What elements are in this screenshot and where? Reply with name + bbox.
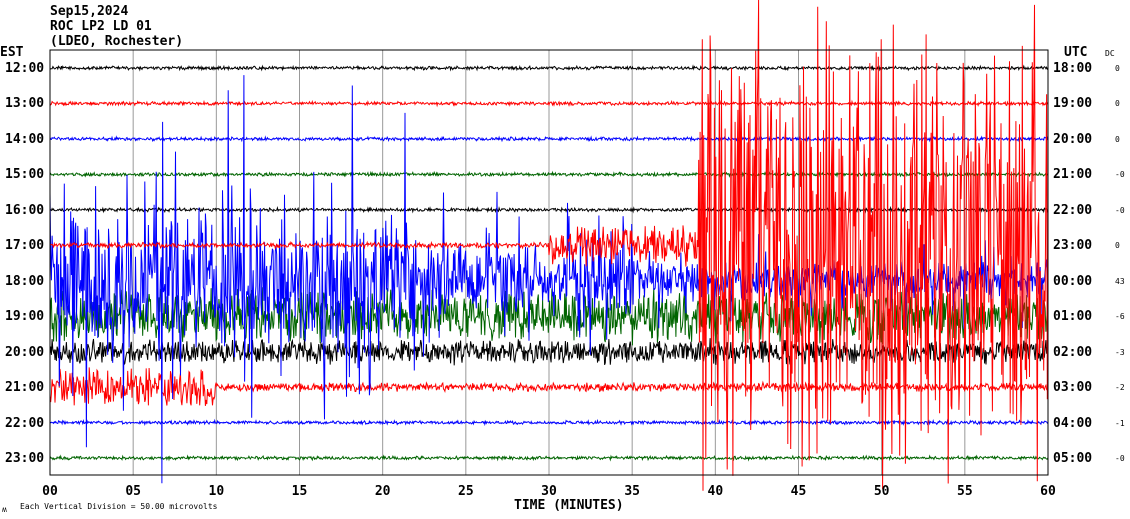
est-time-label: 17:00 bbox=[5, 238, 45, 254]
trace-row-1700 bbox=[49, 0, 1049, 491]
x-tick-label: 30 bbox=[541, 484, 557, 499]
est-time-label: 15:00 bbox=[5, 167, 45, 183]
est-axis-label: EST bbox=[0, 45, 24, 60]
x-tick-label: 50 bbox=[874, 484, 890, 499]
est-time-label: 18:00 bbox=[5, 273, 45, 289]
est-time-label: 13:00 bbox=[5, 96, 45, 112]
x-tick-label: 00 bbox=[42, 484, 58, 499]
dc-value: -6 bbox=[1115, 312, 1125, 322]
utc-time-label: 03:00 bbox=[1053, 380, 1093, 396]
x-tick-label: 20 bbox=[375, 484, 391, 499]
utc-time-label: 04:00 bbox=[1053, 415, 1093, 431]
utc-time-label: 00:00 bbox=[1053, 273, 1093, 289]
x-tick-label: 60 bbox=[1040, 484, 1056, 499]
x-tick-label: 35 bbox=[624, 484, 640, 499]
logo-mark: ʍ bbox=[2, 505, 7, 514]
utc-time-label: 01:00 bbox=[1053, 309, 1093, 325]
dc-label: DC bbox=[1105, 49, 1115, 58]
x-tick-label: 15 bbox=[292, 484, 308, 499]
dc-value: 0 bbox=[1115, 99, 1120, 109]
est-time-label: 14:00 bbox=[5, 131, 45, 147]
dc-value: -1 bbox=[1115, 418, 1125, 428]
est-time-label: 22:00 bbox=[5, 415, 45, 431]
utc-time-label: 18:00 bbox=[1053, 61, 1093, 76]
dc-value: 0 bbox=[1115, 241, 1120, 251]
dc-value: -2 bbox=[1115, 383, 1125, 393]
est-time-label: 16:00 bbox=[5, 202, 45, 218]
trace-row-2300 bbox=[49, 454, 1049, 462]
x-tick-label: 10 bbox=[209, 484, 225, 499]
x-tick-label: 05 bbox=[125, 484, 141, 499]
utc-time-label: 20:00 bbox=[1053, 131, 1093, 147]
dc-value: -3 bbox=[1115, 347, 1125, 357]
dc-value: -0 bbox=[1115, 205, 1125, 215]
est-time-label: 21:00 bbox=[5, 380, 45, 396]
trace-row-2100 bbox=[49, 367, 1049, 406]
x-tick-label: 55 bbox=[957, 484, 973, 499]
dc-value: 0 bbox=[1115, 134, 1120, 144]
x-tick-label: 25 bbox=[458, 484, 474, 499]
seismic-traces bbox=[49, 0, 1049, 491]
x-ticks: 00 05 10 15 20 25 30 35 40 45 50 55 60 bbox=[42, 484, 1056, 499]
x-tick-label: 45 bbox=[791, 484, 807, 499]
station-label: ROC LP2 LD 01 bbox=[50, 19, 152, 34]
dc-value: -0 bbox=[1115, 453, 1125, 463]
utc-time-label: 22:00 bbox=[1053, 202, 1093, 218]
network-label: (LDEO, Rochester) bbox=[50, 34, 184, 49]
utc-time-label: 05:00 bbox=[1053, 450, 1093, 466]
est-time-label: 19:00 bbox=[5, 309, 45, 325]
utc-axis-label: UTC bbox=[1064, 45, 1088, 60]
scale-note: Each Vertical Division = 50.00 microvolt… bbox=[20, 502, 218, 511]
x-tick-label: 40 bbox=[708, 484, 724, 499]
x-axis-title: TIME (MINUTES) bbox=[514, 498, 624, 513]
est-time-label: 12:00 bbox=[5, 61, 45, 76]
utc-time-label: 21:00 bbox=[1053, 167, 1093, 183]
dc-value: 43 bbox=[1115, 276, 1125, 286]
trace-row-2200 bbox=[49, 418, 1049, 427]
plot-frame bbox=[49, 49, 1049, 476]
est-time-label: 20:00 bbox=[5, 344, 45, 360]
date-label: Sep15,2024 bbox=[50, 4, 129, 19]
utc-time-label: 02:00 bbox=[1053, 344, 1093, 360]
utc-time-label: 23:00 bbox=[1053, 238, 1093, 254]
dc-value: 0 bbox=[1115, 64, 1120, 73]
est-time-label: 23:00 bbox=[5, 450, 45, 466]
utc-time-label: 19:00 bbox=[1053, 96, 1093, 112]
dc-value: -0 bbox=[1115, 170, 1125, 180]
